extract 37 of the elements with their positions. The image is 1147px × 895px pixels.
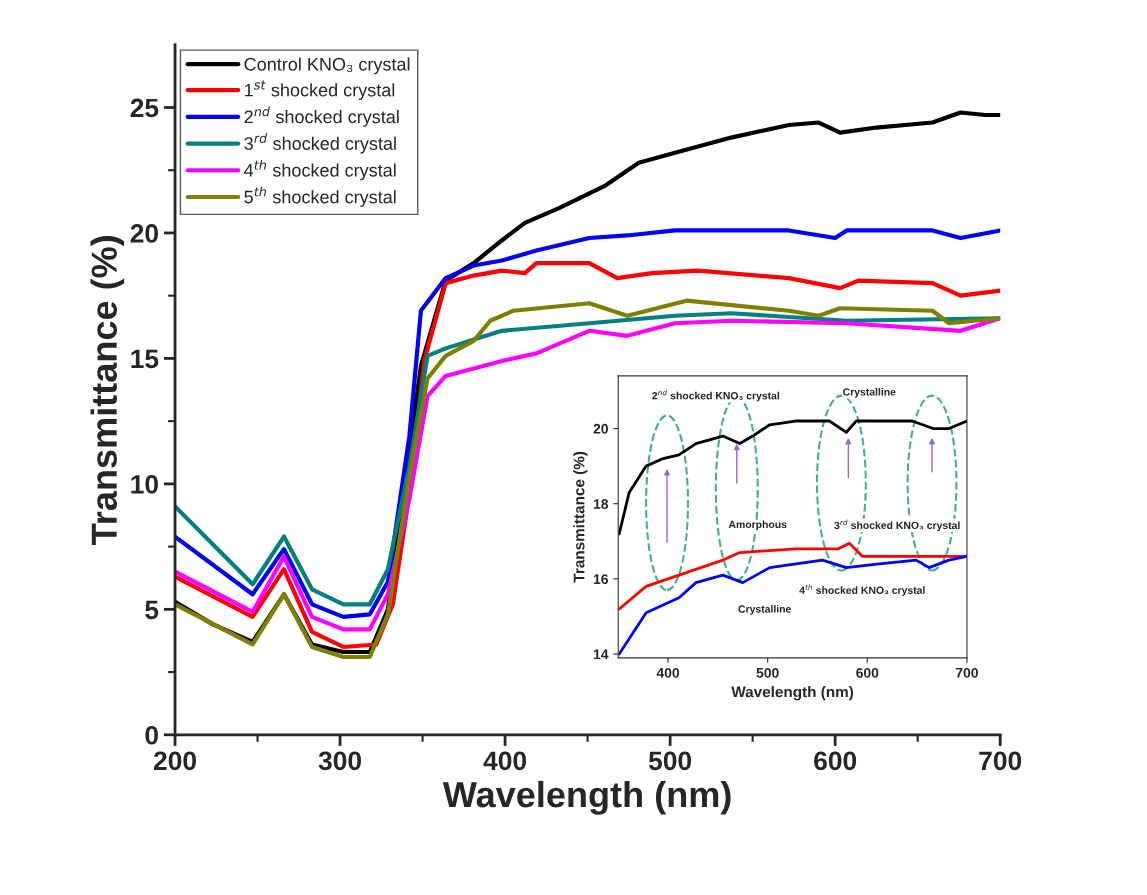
x-tick-label: 400 bbox=[483, 751, 527, 771]
x-axis-title: Wavelength (nm) bbox=[442, 780, 731, 815]
legend-label: 2$^{nd}$ shocked crystal bbox=[244, 106, 399, 127]
legend-label: 3$^{rd}$ shocked crystal bbox=[244, 133, 396, 154]
y-axis-title: Transmittance (%) bbox=[573, 451, 588, 583]
y-tick-label: 5 bbox=[145, 600, 159, 620]
legend-label: 1$^{st}$ shocked crystal bbox=[245, 80, 395, 101]
y-tick-label: 10 bbox=[131, 475, 158, 494]
annotation: Crystalline bbox=[738, 605, 791, 615]
y-tick-label: 16 bbox=[593, 574, 609, 585]
y-tick-label: 14 bbox=[593, 649, 609, 660]
x-tick-label: 700 bbox=[979, 751, 1022, 771]
legend-label: 5$^{th}$ shocked crystal bbox=[244, 186, 396, 207]
x-tick-label: 500 bbox=[648, 751, 692, 771]
y-axis-title: Transmittance (%) bbox=[90, 236, 125, 545]
y-tick-label: 18 bbox=[593, 499, 609, 509]
y-tick-label: 0 bbox=[145, 725, 158, 745]
x-tick-label: 200 bbox=[153, 751, 196, 771]
x-axis-title: Wavelength (nm) bbox=[731, 686, 854, 701]
annotation: Amorphous bbox=[728, 520, 787, 531]
y-tick-label: 25 bbox=[130, 98, 159, 118]
x-tick-label: 400 bbox=[656, 667, 680, 678]
x-tick-label: 300 bbox=[318, 751, 361, 771]
legend-label: 4$^{th}$ shocked crystal bbox=[244, 159, 396, 181]
y-tick-label: 20 bbox=[593, 423, 608, 434]
x-tick-label: 700 bbox=[955, 667, 978, 678]
annotation: 3$^{rd}$ shocked KNO₃ crystal bbox=[834, 519, 960, 532]
annotation: Crystalline bbox=[843, 387, 896, 398]
x-tick-label: 600 bbox=[856, 667, 879, 678]
legend-label: Control KNO₃ crystal bbox=[244, 57, 410, 75]
line-series bbox=[618, 419, 967, 536]
annotation: 2$^{nd}$ shocked KNO₃ crystal bbox=[652, 389, 780, 402]
x-tick-label: 500 bbox=[756, 667, 779, 678]
x-tick-label: 600 bbox=[814, 751, 857, 771]
annotation: 4$^{th}$ shocked KNO₃ crystal bbox=[799, 584, 925, 596]
y-tick-label: 20 bbox=[130, 224, 158, 243]
y-tick-label: 15 bbox=[131, 349, 159, 369]
